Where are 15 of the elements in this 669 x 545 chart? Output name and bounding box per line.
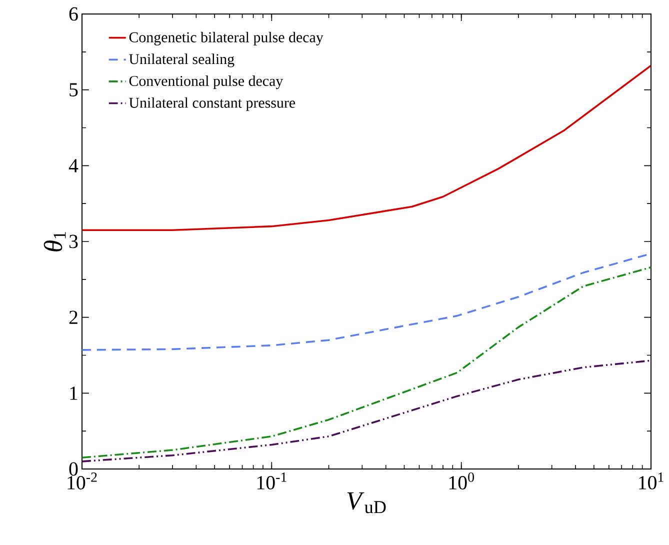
- y-tick-label: 5: [70, 83, 78, 96]
- y-tick-label: 3: [69, 234, 78, 248]
- x-tick-label: 10$^{1}$: [639, 472, 664, 490]
- legend-label: Conventional pulse decay: [129, 75, 284, 90]
- legend-label: Congenetic bilateral pulse decay: [129, 32, 324, 46]
- y-tick-label: 4: [68, 159, 78, 172]
- y-tick-label: 2: [69, 310, 78, 324]
- x-tick-label: 10$^{0}$: [449, 472, 474, 490]
- legend-label: Unilateral sealing: [129, 54, 234, 68]
- y-tick-label: 1: [70, 386, 78, 400]
- x-tick-label: 10$^{-1}$: [257, 472, 286, 490]
- y-tick-label: 6: [69, 7, 78, 21]
- y-axis-title: θ$_{1}$: [44, 232, 66, 252]
- x-axis-title: V$_{uD}$: [347, 492, 386, 514]
- legend-label: Unilateral constant pressure: [129, 97, 296, 111]
